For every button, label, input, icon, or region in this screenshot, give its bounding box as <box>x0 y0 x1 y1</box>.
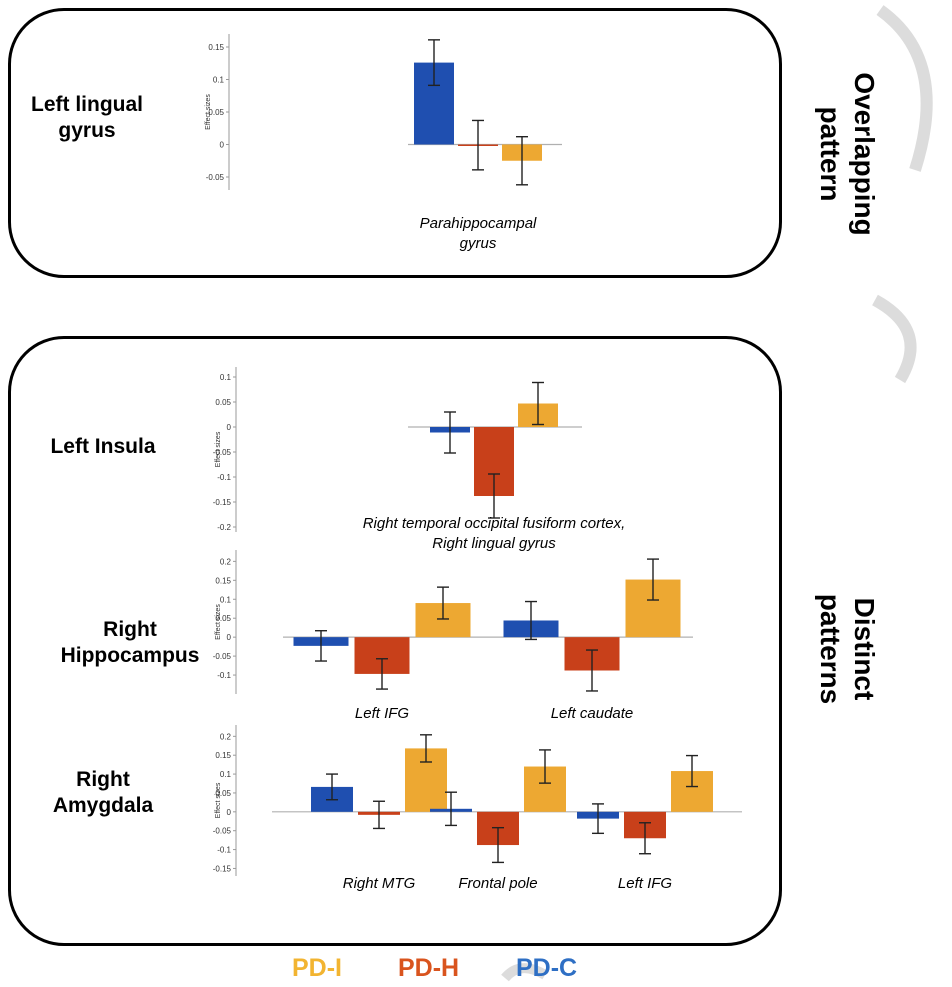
y-tick-label: 0.05 <box>215 614 231 623</box>
y-tick-label: 0.2 <box>220 557 232 566</box>
y-tick-label: -0.1 <box>217 846 231 855</box>
y-axis-label: Effect sizes <box>215 431 222 467</box>
y-tick-label: -0.15 <box>213 498 232 507</box>
y-tick-label: -0.1 <box>217 473 231 482</box>
y-tick-label: 0 <box>227 808 232 817</box>
region-label-left-insula: Left Insula <box>50 435 156 458</box>
y-tick-label: -0.15 <box>213 864 232 873</box>
group-label: Left IFG <box>355 705 410 722</box>
y-tick-label: 0.1 <box>220 373 232 382</box>
legend-pd-c: PD-C <box>516 954 578 982</box>
group-label: Parahippocampal <box>420 215 537 232</box>
y-tick-label: 0 <box>220 141 225 150</box>
y-tick-label: 0 <box>227 423 232 432</box>
y-tick-label: 0.1 <box>220 595 232 604</box>
y-tick-label: 0.15 <box>215 751 231 760</box>
group-label: Right temporal occipital fusiform cortex… <box>363 515 626 532</box>
y-tick-label: 0.2 <box>220 732 232 741</box>
legend-pd-h: PD-H <box>398 954 460 982</box>
y-tick-label: 0.05 <box>208 108 224 117</box>
overlapping-pattern-panel <box>8 8 782 278</box>
legend-pd-i: PD-I <box>292 954 342 982</box>
group-label: Right MTG <box>343 875 416 892</box>
y-axis-label: Effect sizes <box>215 782 222 818</box>
y-tick-label: -0.2 <box>217 523 231 532</box>
y-axis-label: Effect sizes <box>215 604 222 640</box>
group-label: Right lingual gyrus <box>432 535 556 552</box>
group-label: Left caudate <box>551 705 634 722</box>
group-label: gyrus <box>460 235 497 252</box>
region-label-right-hippocampus: Right Hippocampus <box>60 618 200 668</box>
y-tick-label: -0.1 <box>217 671 231 680</box>
group-label: Left IFG <box>618 875 673 892</box>
y-tick-label: 0.15 <box>215 576 231 585</box>
group-label: Frontal pole <box>458 875 537 892</box>
y-tick-label: -0.05 <box>213 448 232 457</box>
y-axis-label: Effect sizes <box>205 94 212 130</box>
region-label-right-amygdala: Right Amygdala <box>52 768 154 818</box>
y-tick-label: -0.05 <box>213 827 232 836</box>
y-tick-label: -0.05 <box>213 652 232 661</box>
y-tick-label: 0.05 <box>215 398 231 407</box>
y-tick-label: 0.1 <box>220 770 232 779</box>
y-tick-label: 0.05 <box>215 789 231 798</box>
y-tick-label: 0 <box>227 633 232 642</box>
region-label-left-lingual-gyrus: Left lingual gyrus <box>31 93 143 143</box>
y-tick-label: 0.1 <box>213 76 225 85</box>
y-tick-label: -0.05 <box>206 173 225 182</box>
y-tick-label: 0.15 <box>208 43 224 52</box>
